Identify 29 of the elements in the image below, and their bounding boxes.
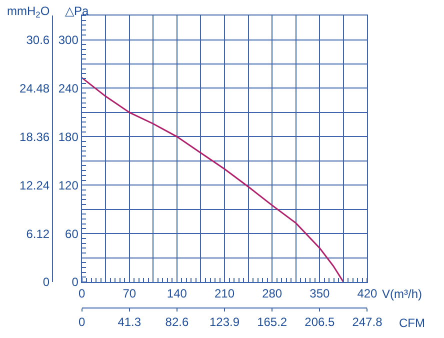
x-tick-label: 280 (262, 286, 282, 300)
x-tick-label: 210 (214, 286, 235, 300)
y-axis-title: △Pa (65, 4, 90, 18)
y-tick-label: 180 (58, 130, 79, 144)
x2-tick-label: 165.2 (257, 314, 288, 329)
y2-tick-label: 6.12 (26, 226, 50, 241)
x2-tick-label: 82.6 (165, 314, 189, 329)
x-tick-label: 420 (357, 286, 378, 300)
y-tick-label: 120 (58, 178, 79, 192)
x-tick-label: 70 (122, 286, 136, 300)
y2-tick-label: 18.36 (20, 130, 50, 144)
x2-tick-label: 206.5 (304, 314, 335, 329)
x-axis-title: V(m³/h) (382, 287, 422, 301)
y-tick-label: 300 (58, 32, 79, 47)
line-series (82, 76, 344, 282)
y2-axis-title: mmH$_{2}$O (7, 4, 50, 20)
y-tick-label: 60 (65, 226, 79, 241)
x2-tick-label: 41.3 (118, 314, 142, 329)
y2-tick-label: 0 (42, 275, 50, 290)
x2-tick-label: 123.9 (210, 314, 240, 329)
y2-tick-label: 30.6 (26, 32, 50, 47)
x-tick-label: 350 (310, 286, 330, 300)
x2-axis-title: CFM (399, 316, 425, 330)
x-tick-label: 140 (166, 286, 188, 300)
x2-tick-label: 247.8 (352, 314, 383, 329)
y2-tick-label: 12.24 (20, 178, 50, 192)
y-tick-label: 0 (72, 275, 79, 290)
y2-tick-label: 24.48 (20, 81, 50, 96)
y-tick-label: 240 (58, 81, 79, 96)
